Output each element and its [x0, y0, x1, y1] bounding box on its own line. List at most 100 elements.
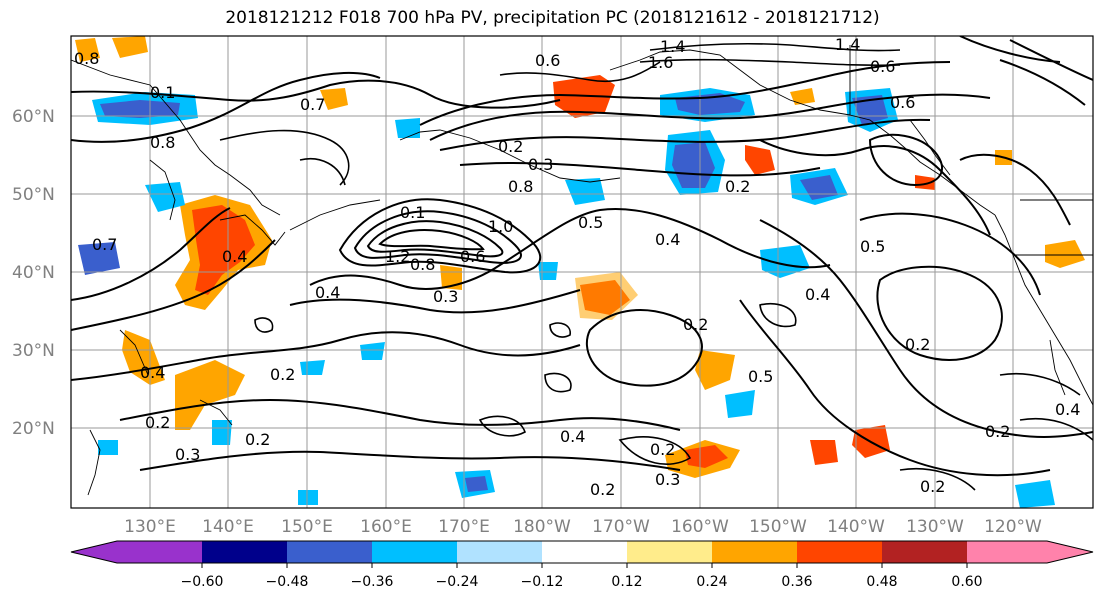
precipitation-anomaly-fills — [75, 36, 1085, 508]
contour-label: 0.3 — [433, 287, 458, 306]
precip-negative-patch — [538, 262, 558, 280]
colorbar: −0.60 −0.48 −0.36 −0.24 −0.12 0.12 0.24 … — [70, 540, 1094, 590]
pv-contours — [71, 36, 1093, 491]
contour-label: 0.5 — [578, 213, 603, 232]
colorbar-tick-label: −0.24 — [436, 574, 479, 590]
precip-negative-patch — [565, 178, 605, 205]
precip-positive-patch — [320, 88, 348, 110]
contour-label: 0.7 — [300, 95, 325, 114]
lon-label: 150°E — [281, 517, 333, 537]
precip-negative-patch — [395, 118, 420, 138]
colorbar-tick-label: 0.24 — [696, 574, 727, 590]
contour-label: 0.2 — [650, 440, 675, 459]
contour-label: 0.2 — [725, 177, 750, 196]
contour-label: 0.4 — [560, 427, 585, 446]
contour-label: 0.2 — [985, 422, 1010, 441]
contour-label: 0.4 — [222, 247, 247, 266]
lon-label: 180°W — [513, 517, 571, 537]
lon-label: 170°E — [438, 517, 490, 537]
contour-label: 0.4 — [655, 230, 680, 249]
colorbar-seg — [542, 541, 627, 563]
lon-label: 160°E — [360, 517, 412, 537]
precip-negative-patch — [760, 245, 810, 278]
latitude-labels: 60°N 50°N 40°N 30°N 20°N — [12, 107, 55, 439]
contour-label: 1.4 — [835, 35, 860, 54]
contour-label: 0.6 — [460, 247, 485, 266]
contour-label: 0.3 — [528, 155, 553, 174]
contour-label: 0.8 — [150, 133, 175, 152]
longitude-labels: 130°E 140°E 150°E 160°E 170°E 180°W 170°… — [124, 517, 1042, 537]
contour-label: 0.1 — [400, 203, 425, 222]
precip-negative-patch — [1015, 480, 1055, 508]
colorbar-seg — [967, 541, 1093, 563]
contour-label: 0.6 — [535, 51, 560, 70]
lat-label-50n: 50°N — [12, 185, 55, 205]
contour-label: 0.2 — [245, 430, 270, 449]
contour-label: 1.2 — [385, 247, 410, 266]
colorbar-tick-label: 0.36 — [781, 574, 812, 590]
lon-label: 130°W — [906, 517, 964, 537]
contour-label: 0.2 — [498, 137, 523, 156]
lat-label-60n: 60°N — [12, 107, 55, 127]
contour-label: 0.2 — [920, 477, 945, 496]
colorbar-tick-label: −0.48 — [266, 574, 309, 590]
contour-label: 0.2 — [145, 413, 170, 432]
precip-positive-patch — [112, 36, 148, 58]
lon-label: 140°W — [827, 517, 885, 537]
contour-label: 0.4 — [1055, 400, 1080, 419]
lon-label: 140°E — [202, 517, 254, 537]
colorbar-tick-label: 0.12 — [611, 574, 642, 590]
contour-labels: 0.8 0.7 0.1 0.6 1.4 1.6 1.4 0.6 0.6 0.8 … — [74, 35, 1080, 499]
precip-positive-patch — [790, 88, 815, 105]
contour-label: 1.6 — [648, 53, 673, 72]
precip-positive-patch — [75, 38, 100, 62]
contour-label: 0.4 — [140, 363, 165, 382]
contour-label: 0.4 — [315, 283, 340, 302]
colorbar-seg — [797, 541, 882, 563]
precip-positive-patch — [745, 145, 775, 175]
precip-negative-patch — [212, 420, 232, 445]
map-gridlines — [71, 36, 1093, 508]
precip-negative-patch — [100, 100, 180, 118]
contour-label: 0.1 — [150, 83, 175, 102]
contour-label: 0.2 — [905, 335, 930, 354]
map-title: 2018121212 F018 700 hPa PV, precipitatio… — [225, 8, 880, 28]
colorbar-seg — [882, 541, 967, 563]
colorbar-seg — [202, 541, 287, 563]
colorbar-seg — [71, 541, 202, 563]
precip-negative-patch — [672, 142, 715, 188]
precip-negative-patch — [725, 390, 755, 418]
precip-negative-patch — [98, 440, 118, 455]
colorbar-seg — [287, 541, 372, 563]
lon-label: 170°W — [592, 517, 650, 537]
colorbar-tick-label: 0.60 — [951, 574, 982, 590]
lon-label: 150°W — [749, 517, 807, 537]
precip-positive-patch — [1045, 240, 1085, 268]
lat-label-40n: 40°N — [12, 263, 55, 283]
contour-label: 0.2 — [270, 365, 295, 384]
contour-label: 1.4 — [660, 37, 685, 56]
colorbar-outline — [70, 540, 1094, 564]
colorbar-seg — [457, 541, 542, 563]
precip-negative-patch — [78, 242, 120, 275]
contour-label: 0.3 — [655, 470, 680, 489]
precip-negative-patch — [145, 182, 185, 212]
precip-negative-patch — [300, 360, 325, 375]
map-area: 0.8 0.7 0.1 0.6 1.4 1.6 1.4 0.6 0.6 0.8 … — [71, 35, 1093, 508]
lat-label-30n: 30°N — [12, 341, 55, 361]
colorbar-tick-label: −0.12 — [521, 574, 564, 590]
precip-positive-patch — [685, 445, 728, 468]
contour-label: 0.5 — [748, 367, 773, 386]
colorbar-ticks — [201, 563, 968, 568]
contour-label: 0.6 — [890, 93, 915, 112]
precip-negative-patch — [298, 490, 318, 505]
lon-label: 130°E — [124, 517, 176, 537]
lat-label-20n: 20°N — [12, 419, 55, 439]
contour-label: 0.2 — [683, 315, 708, 334]
contour-label: 0.2 — [590, 480, 615, 499]
colorbar-seg — [372, 541, 457, 563]
colorbar-tick-label: −0.36 — [351, 574, 394, 590]
colorbar-tick-label: 0.48 — [866, 574, 897, 590]
contour-label: 0.8 — [410, 255, 435, 274]
